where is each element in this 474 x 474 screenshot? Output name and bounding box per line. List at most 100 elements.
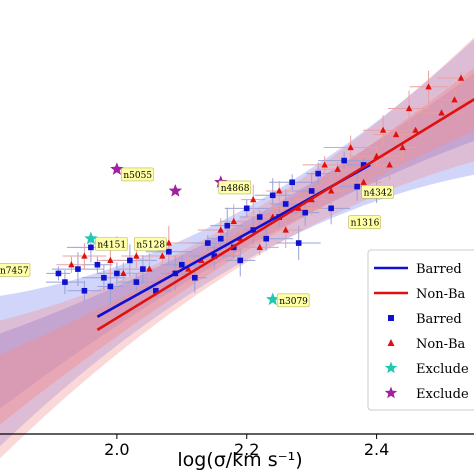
nonbarred-point (185, 265, 192, 272)
annotation-box (276, 293, 310, 308)
barred-point (341, 157, 347, 164)
nonbarred-point (120, 269, 127, 277)
barred-point (153, 287, 159, 294)
barred-point (81, 287, 88, 294)
barred-point (328, 205, 334, 212)
nonbarred-fit-line (96, 97, 474, 331)
barred-point (94, 261, 101, 268)
barred-point (140, 266, 146, 272)
nonbarred-point (386, 161, 393, 168)
barred-point (269, 192, 276, 199)
nonbarred-point (165, 239, 173, 246)
nonbarred-point (256, 243, 263, 250)
legend-label: Barred (416, 312, 462, 327)
legend-label: Non-Ba (416, 287, 466, 302)
nonbarred-point (425, 83, 432, 90)
barred-confidence-band-1 (0, 39, 474, 447)
nonbarred-point (405, 104, 413, 112)
nonbarred-point (146, 265, 153, 272)
nonbarred-confidence-band-2 (0, 67, 474, 425)
barred-point (243, 205, 250, 212)
nonbarred-point (107, 256, 114, 263)
barred-point (179, 261, 185, 268)
barred-point (204, 240, 211, 246)
barred-point (308, 188, 315, 194)
barred-point (55, 270, 62, 277)
barred-point (315, 170, 321, 177)
nonbarred-point (347, 143, 354, 151)
x-axis-label: log(σ/km s⁻¹) (177, 449, 302, 471)
legend-label: Exclude (416, 387, 469, 402)
barred-point (211, 253, 218, 259)
barred-point (354, 183, 360, 190)
nonbarred-point (334, 165, 341, 172)
barred-point (289, 179, 295, 186)
barred-point (295, 240, 302, 246)
x-tick-label: 2.2 (234, 440, 259, 459)
nonbarred-point (379, 126, 387, 133)
nonbarred-point (68, 261, 75, 268)
x-tick-label: 2.0 (104, 440, 129, 459)
barred-point (107, 283, 114, 290)
nonbarred-point (438, 109, 445, 116)
annotation-box (218, 180, 252, 195)
barred-point (101, 274, 107, 281)
annotation-box (95, 237, 128, 251)
annotation-box (0, 263, 31, 277)
x-tick-label: 2.4 (364, 440, 389, 459)
annotation-box (121, 167, 154, 182)
nonbarred-point (392, 130, 400, 138)
nonbarred-point (321, 161, 328, 168)
nonbarred-point (457, 74, 465, 81)
barred-point (191, 274, 198, 281)
barred-point (282, 201, 289, 207)
nonbarred-point (81, 252, 88, 259)
barred-point (166, 248, 172, 255)
barred-point (263, 235, 270, 242)
barred-point (75, 266, 81, 272)
annotation-label: n7457 (0, 266, 29, 276)
barred-confidence-band-2 (0, 73, 474, 409)
nonbarred-point (276, 187, 283, 194)
annotation-box (134, 237, 167, 251)
nonbarred-point (451, 96, 458, 103)
barred-point (237, 257, 244, 264)
nonbarred-point (230, 217, 237, 224)
legend-box (367, 249, 474, 411)
annotation-label: n3079 (279, 297, 308, 307)
legend-label: Exclude (416, 362, 469, 377)
fit-lines (96, 97, 474, 331)
annotation-label: n4342 (364, 188, 393, 198)
legend-star-swatch (384, 361, 398, 374)
annotation-box (348, 215, 381, 229)
barred-point (217, 235, 224, 242)
legend-square-swatch (388, 315, 394, 321)
barred-point (360, 162, 367, 168)
barred-point (224, 222, 231, 229)
barred-point (88, 244, 94, 251)
nonbarred-point (360, 178, 367, 185)
barred-point (302, 209, 308, 216)
annotation-label: n4868 (221, 184, 250, 194)
legend-triangle-swatch (387, 339, 395, 346)
annotation-box (361, 185, 394, 199)
annotation-label: n1316 (351, 219, 380, 229)
legend-label: Non-Ba (416, 337, 466, 352)
excluded-point (110, 162, 124, 175)
barred-point (133, 279, 140, 285)
legend-label: Barred (416, 262, 462, 277)
nonbarred-point (250, 196, 257, 203)
nonbarred-point (327, 187, 335, 194)
excluded-point (266, 292, 280, 306)
excluded-point (84, 231, 98, 245)
annotation-label: n4151 (97, 240, 126, 250)
annotation-label: n5055 (123, 171, 152, 181)
galaxy-annotations: n5055 n4868 n4342 n1316 n4151 n5128 n7457 n3079 (0, 167, 394, 308)
nonbarred-point (412, 126, 419, 133)
nonbarred-point (399, 143, 406, 151)
nonbarred-point (133, 252, 140, 259)
legend: Barred Non-Ba Barred Non-Ba Exclude Exclude (367, 249, 474, 411)
legend-star-swatch (384, 386, 398, 399)
barred-point (114, 270, 120, 277)
